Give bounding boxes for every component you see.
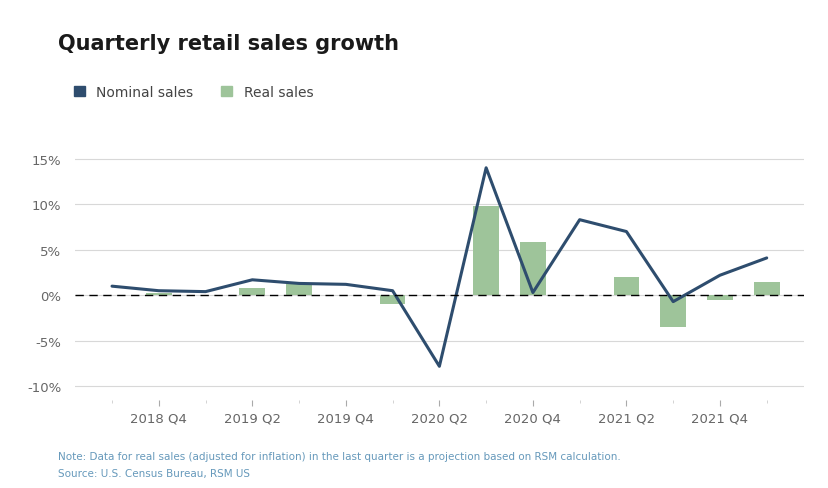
Bar [473,206,498,296]
Bar [146,293,171,296]
Bar [753,282,778,296]
Bar [706,296,732,300]
Bar [239,288,265,296]
Bar [613,278,638,296]
Bar [286,285,311,296]
Text: Source: U.S. Census Bureau, RSM US: Source: U.S. Census Bureau, RSM US [58,468,250,478]
Bar [379,296,405,305]
Legend: Nominal sales, Real sales: Nominal sales, Real sales [75,85,313,100]
Bar [660,296,686,327]
Text: Note: Data for real sales (adjusted for inflation) in the last quarter is a proj: Note: Data for real sales (adjusted for … [58,451,620,461]
Text: Quarterly retail sales growth: Quarterly retail sales growth [58,34,398,54]
Bar [519,242,545,296]
